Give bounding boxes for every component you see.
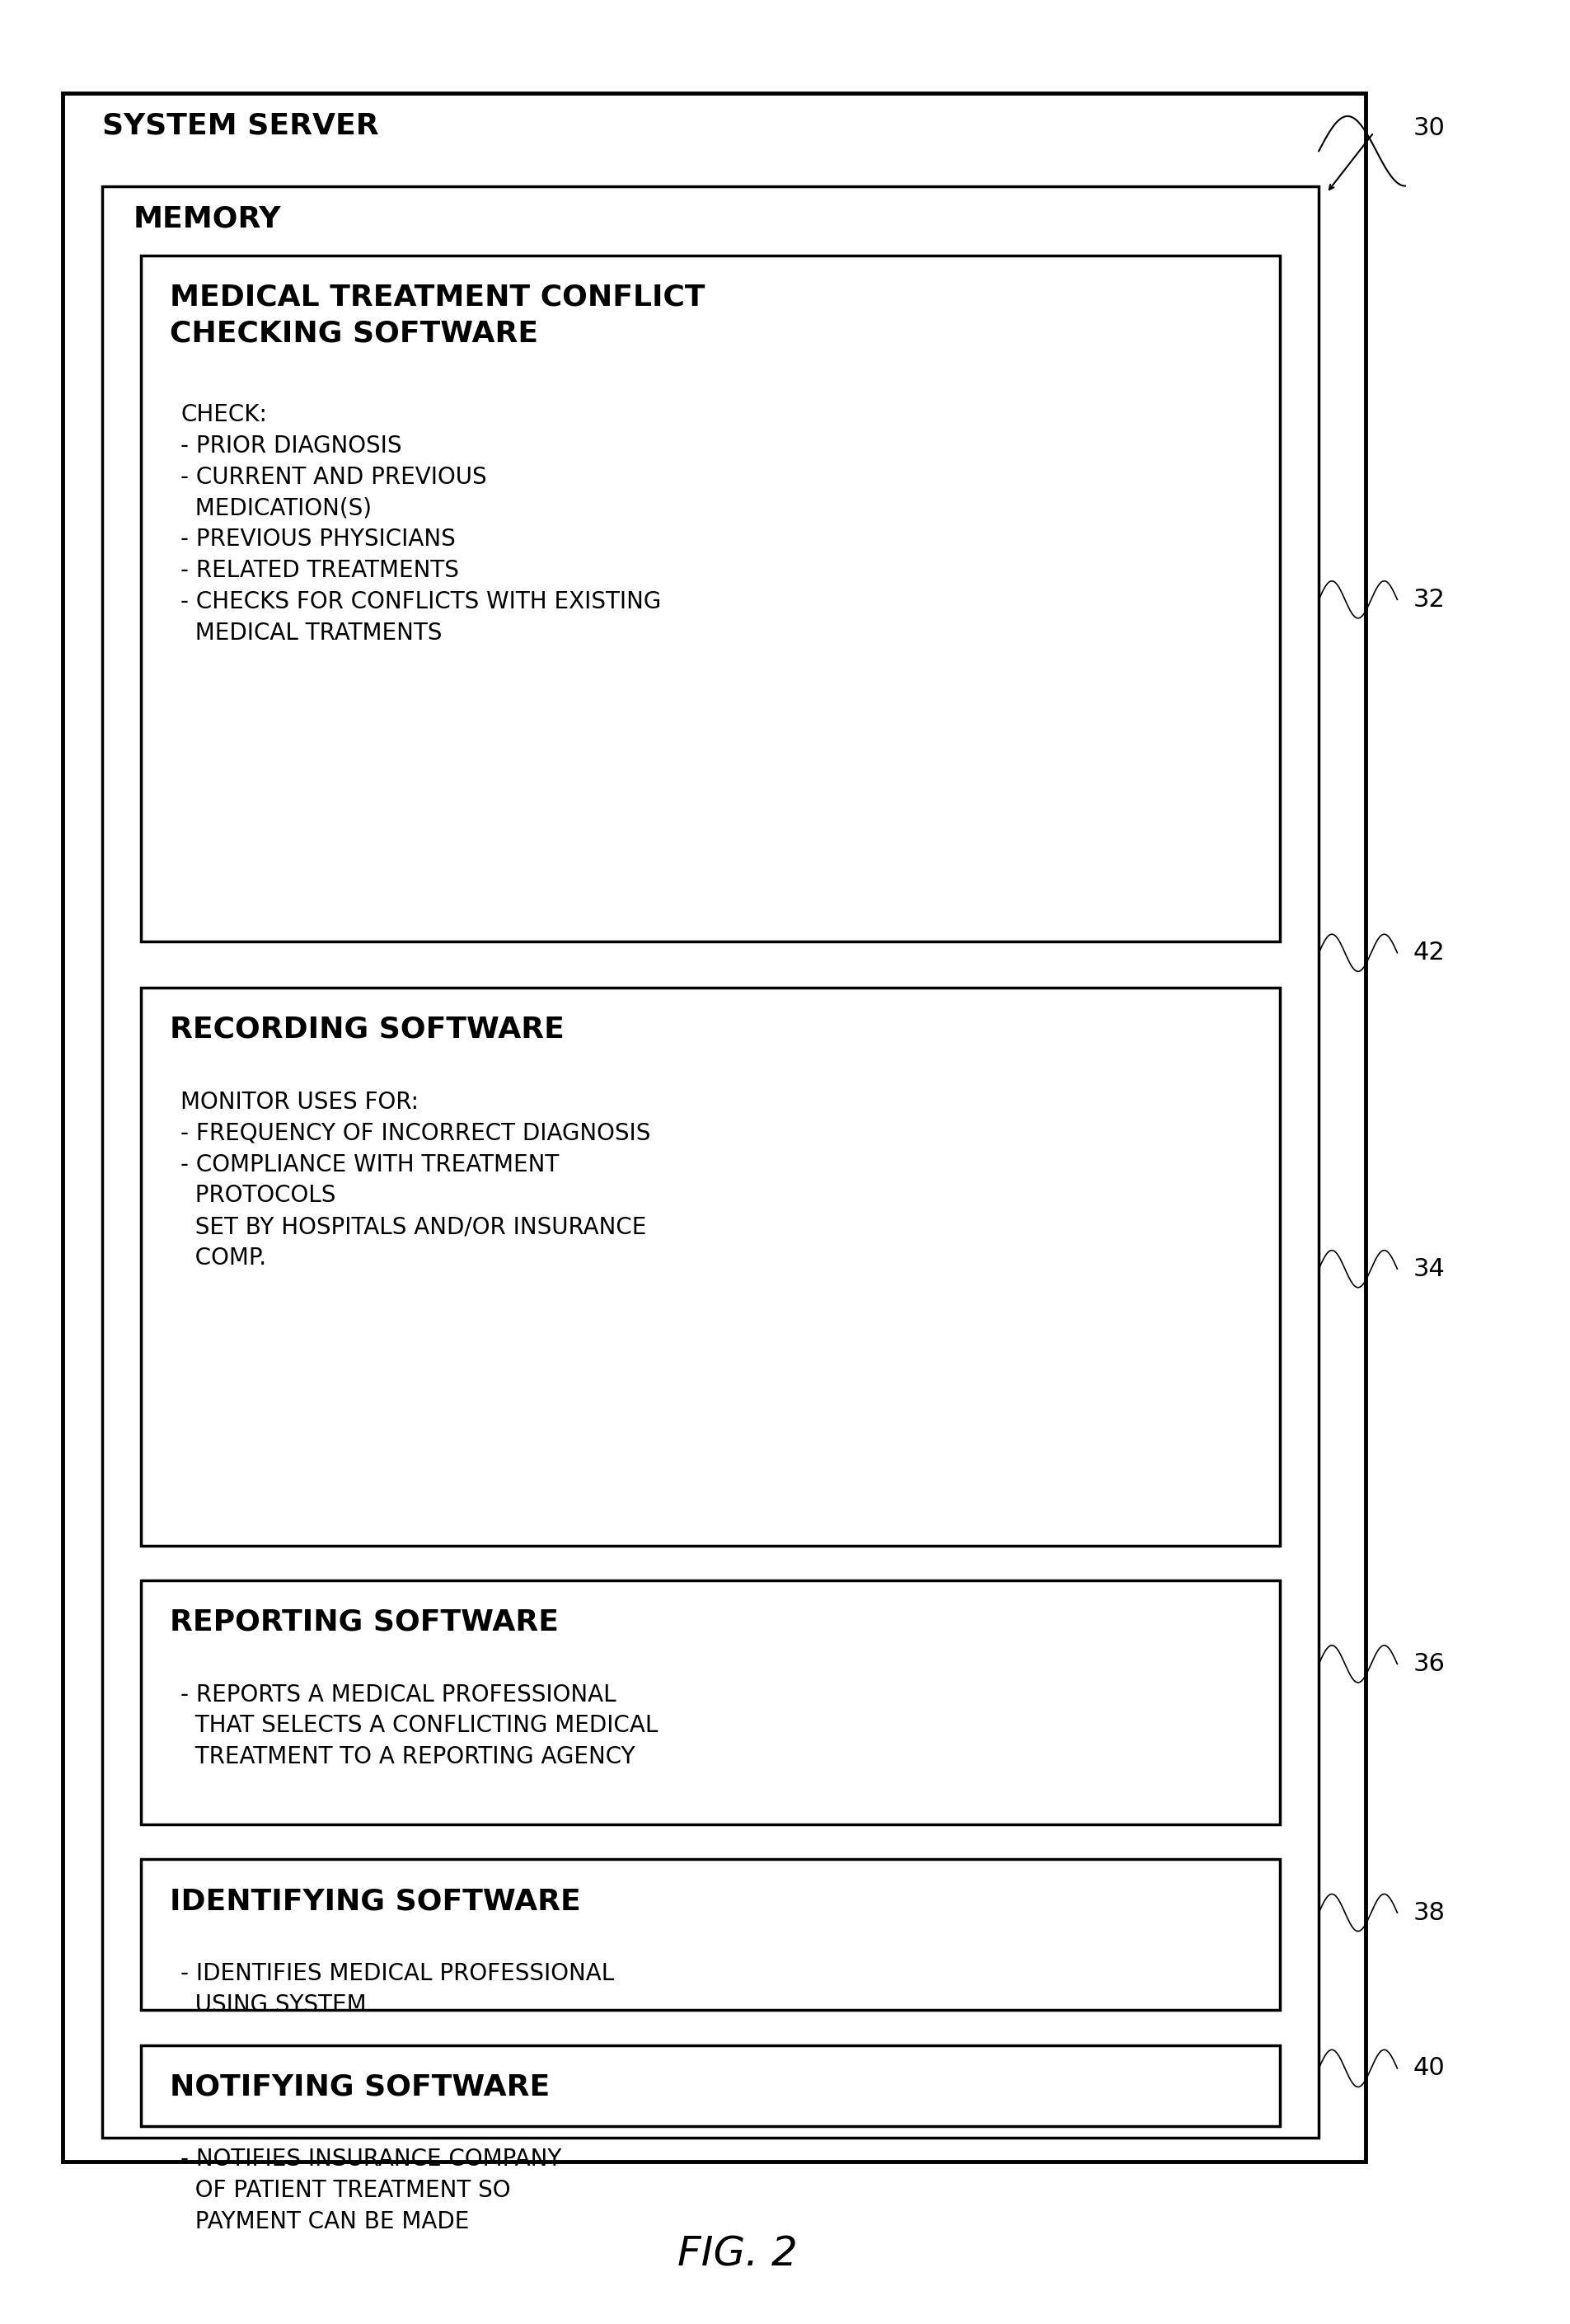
Text: - IDENTIFIES MEDICAL PROFESSIONAL
  USING SYSTEM: - IDENTIFIES MEDICAL PROFESSIONAL USING … [181, 1961, 614, 2017]
FancyBboxPatch shape [63, 93, 1366, 2161]
FancyBboxPatch shape [102, 186, 1319, 2138]
Text: 42: 42 [1413, 941, 1444, 964]
FancyBboxPatch shape [141, 256, 1280, 941]
Text: 32: 32 [1413, 588, 1444, 611]
FancyBboxPatch shape [141, 1580, 1280, 1824]
Text: MEMORY: MEMORY [133, 205, 281, 232]
Text: MONITOR USES FOR:
- FREQUENCY OF INCORRECT DIAGNOSIS
- COMPLIANCE WITH TREATMENT: MONITOR USES FOR: - FREQUENCY OF INCORRE… [181, 1090, 650, 1269]
Text: SYSTEM SERVER: SYSTEM SERVER [102, 112, 378, 139]
Text: 30: 30 [1413, 116, 1444, 139]
Text: FIG. 2: FIG. 2 [678, 2233, 798, 2275]
Text: 38: 38 [1413, 1901, 1444, 1924]
Text: NOTIFYING SOFTWARE: NOTIFYING SOFTWARE [170, 2073, 550, 2101]
FancyBboxPatch shape [141, 988, 1280, 1545]
Text: RECORDING SOFTWARE: RECORDING SOFTWARE [170, 1016, 564, 1043]
FancyBboxPatch shape [141, 2045, 1280, 2126]
Text: - REPORTS A MEDICAL PROFESSIONAL
  THAT SELECTS A CONFLICTING MEDICAL
  TREATMEN: - REPORTS A MEDICAL PROFESSIONAL THAT SE… [181, 1683, 658, 1769]
Text: 36: 36 [1413, 1652, 1444, 1676]
Text: - NOTIFIES INSURANCE COMPANY
  OF PATIENT TREATMENT SO
  PAYMENT CAN BE MADE: - NOTIFIES INSURANCE COMPANY OF PATIENT … [181, 2147, 562, 2233]
Text: 40: 40 [1413, 2057, 1444, 2080]
Text: MEDICAL TREATMENT CONFLICT
CHECKING SOFTWARE: MEDICAL TREATMENT CONFLICT CHECKING SOFT… [170, 284, 705, 346]
Text: IDENTIFYING SOFTWARE: IDENTIFYING SOFTWARE [170, 1887, 581, 1915]
Text: REPORTING SOFTWARE: REPORTING SOFTWARE [170, 1608, 559, 1636]
FancyBboxPatch shape [141, 1859, 1280, 2010]
Text: 34: 34 [1413, 1257, 1444, 1281]
Text: CHECK:
- PRIOR DIAGNOSIS
- CURRENT AND PREVIOUS
  MEDICATION(S)
- PREVIOUS PHYSI: CHECK: - PRIOR DIAGNOSIS - CURRENT AND P… [181, 402, 661, 644]
